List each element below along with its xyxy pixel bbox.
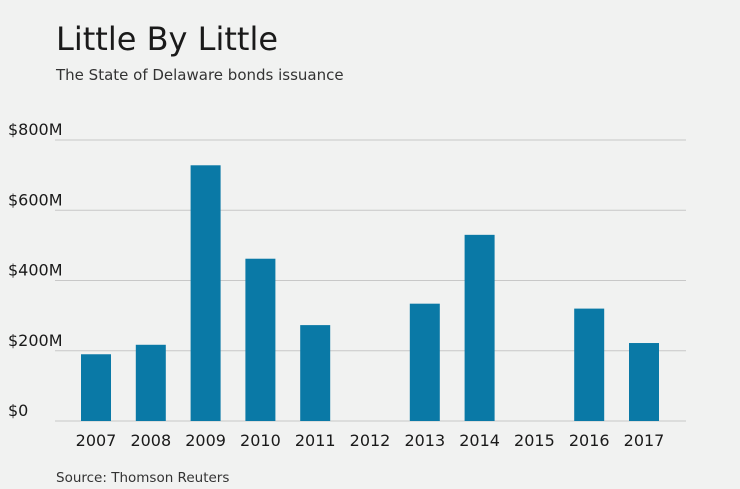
x-tick-label: 2012: [350, 431, 391, 450]
source-note: Source: Thomson Reuters: [56, 470, 230, 486]
x-tick-label: 2013: [404, 431, 445, 450]
bar-2017: [629, 343, 659, 421]
bar-2011: [300, 325, 331, 421]
chart-title: Little By Little: [56, 20, 279, 58]
x-tick-label: 2015: [514, 431, 555, 450]
x-axis-tick-labels: 2007 2008 2009 2010 2011 2012 2013 2014 2015 2016…: [76, 431, 665, 450]
y-tick-label: $200M: [8, 331, 63, 350]
y-tick-label: $0: [8, 401, 28, 420]
y-tick-label: $600M: [8, 190, 63, 209]
x-tick-label: 2010: [240, 431, 281, 450]
x-tick-label: 2014: [459, 431, 500, 450]
bar-2013: [409, 303, 440, 421]
bars: [81, 165, 659, 421]
bar-2009: [190, 165, 221, 421]
x-tick-label: 2016: [569, 431, 610, 450]
y-axis-tick-labels: $0 $200M $400M $600M $800M: [8, 120, 63, 420]
bar-2007: [81, 354, 111, 421]
x-tick-label: 2011: [295, 431, 336, 450]
x-tick-label: 2007: [76, 431, 117, 450]
bar-2016: [574, 308, 605, 421]
x-tick-label: 2008: [130, 431, 171, 450]
y-tick-label: $800M: [8, 120, 63, 139]
chart-subtitle: The State of Delaware bonds issuance: [56, 66, 344, 84]
bar-2010: [245, 258, 276, 421]
x-tick-label: 2009: [185, 431, 226, 450]
bar-2008: [135, 344, 166, 421]
bar-2014: [464, 234, 495, 421]
x-tick-label: 2017: [624, 431, 665, 450]
y-tick-label: $400M: [8, 261, 63, 280]
